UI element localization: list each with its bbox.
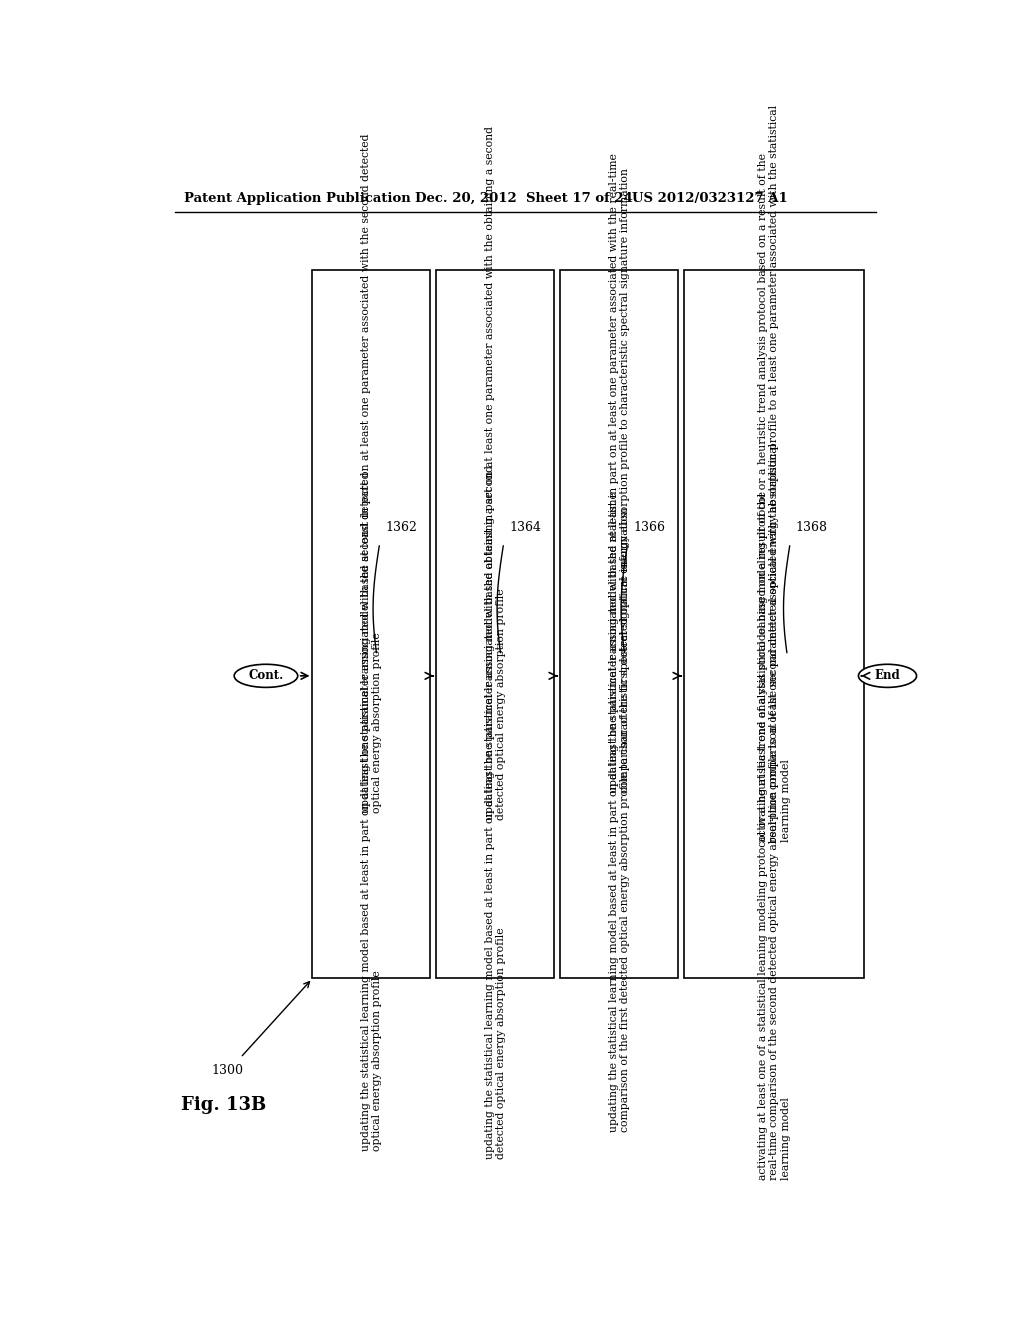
Bar: [436, 271, 554, 978]
Bar: [312, 271, 430, 978]
Text: 1366: 1366: [634, 521, 666, 535]
Text: updating the statistical learning model based at least in part on at least one p: updating the statistical learning model …: [360, 133, 382, 813]
Text: updating the statistical learning model based at least in part on at least one p: updating the statistical learning model …: [484, 465, 506, 1159]
Text: updating the statistical learning model based at least in part on at least one p: updating the statistical learning model …: [608, 153, 630, 793]
Text: updating the statistical learning model based at least in part on at least one p: updating the statistical learning model …: [608, 492, 630, 1131]
Text: 1368: 1368: [796, 521, 828, 535]
Text: US 2012/0323127 A1: US 2012/0323127 A1: [632, 191, 787, 205]
Text: End: End: [874, 669, 900, 682]
Text: Cont.: Cont.: [249, 669, 284, 682]
Text: updating the statistical learning model based at least in part on at least one p: updating the statistical learning model …: [484, 125, 506, 820]
Text: Dec. 20, 2012  Sheet 17 of 24: Dec. 20, 2012 Sheet 17 of 24: [415, 191, 633, 205]
Bar: [684, 271, 864, 978]
Text: activating at least one of a statistical leaning modeling protocol or a heuristi: activating at least one of a statistical…: [758, 104, 791, 842]
Text: activating at least one of a statistical leaning modeling protocol or a heuristi: activating at least one of a statistical…: [758, 444, 791, 1180]
Text: updating the statistical learning model based at least in part on at least one p: updating the statistical learning model …: [360, 473, 382, 1151]
Bar: [560, 271, 678, 978]
Text: Patent Application Publication: Patent Application Publication: [183, 191, 411, 205]
Ellipse shape: [858, 664, 916, 688]
Text: 1300: 1300: [212, 1064, 244, 1077]
Text: 1364: 1364: [510, 521, 542, 535]
Ellipse shape: [234, 664, 298, 688]
Text: Fig. 13B: Fig. 13B: [180, 1097, 266, 1114]
Text: 1362: 1362: [385, 521, 418, 535]
